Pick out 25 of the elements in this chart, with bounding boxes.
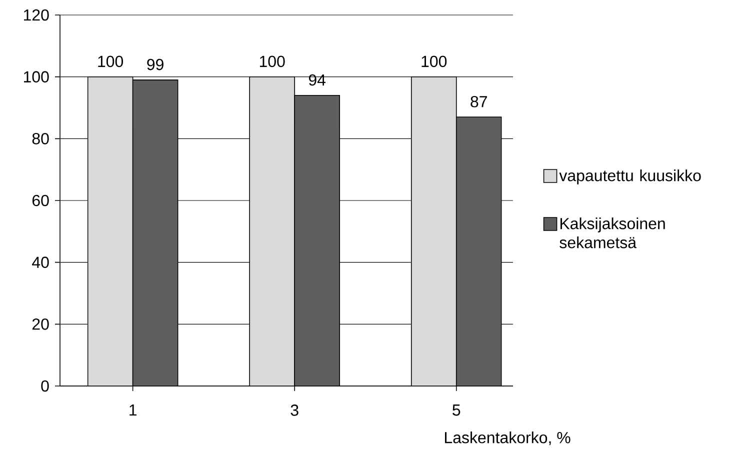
y-tick-label: 20 — [32, 318, 49, 330]
data-label: 99 — [147, 58, 164, 70]
y-tick-label: 100 — [24, 71, 49, 82]
x-tick-label: 1 — [130, 404, 136, 416]
y-tick-label: 120 — [24, 9, 49, 21]
data-label: 100 — [98, 56, 124, 68]
bar — [456, 116, 502, 386]
y-tick-label: 60 — [32, 194, 49, 206]
y-tick-label: 80 — [32, 133, 49, 144]
bar — [132, 80, 178, 386]
data-label: 100 — [260, 56, 285, 68]
legend-label: Kaksijaksoinen sekametsä — [560, 218, 665, 248]
bar — [294, 95, 340, 386]
x-axis-title: Laskentakorko, % — [445, 432, 570, 446]
x-tick-label: 3 — [290, 404, 298, 416]
x-tick-label: 5 — [452, 404, 460, 416]
bar — [410, 76, 457, 386]
y-tick-label: 0 — [41, 380, 49, 392]
data-label: 100 — [422, 56, 447, 68]
y-tick-label: 40 — [32, 256, 49, 268]
legend-label: vapautettu kuusikko — [559, 170, 701, 184]
bar — [88, 76, 133, 386]
data-label: 94 — [308, 74, 326, 86]
bar — [250, 76, 295, 386]
data-label: 87 — [470, 96, 487, 108]
